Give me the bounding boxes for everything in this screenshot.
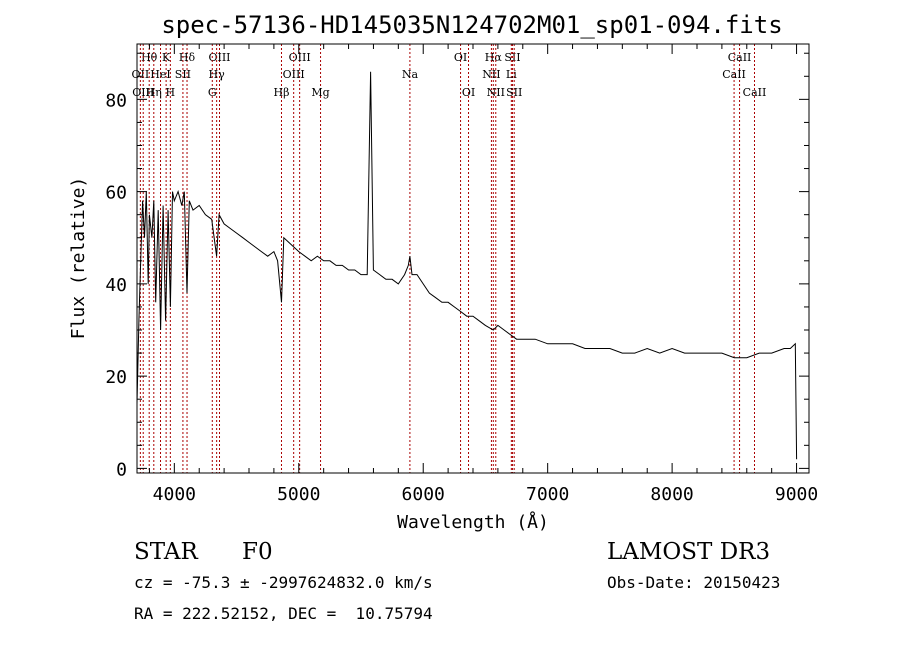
marker-label: SII [175, 68, 191, 81]
marker-label: Hγ [209, 68, 226, 81]
marker-label: OI [454, 51, 467, 64]
survey-name: LAMOST DR3 [607, 539, 771, 565]
marker-label: Mg [311, 86, 329, 99]
spectrum-line [136, 71, 798, 460]
marker-label: OI [462, 86, 475, 99]
marker-label: OIII [208, 51, 230, 64]
marker-label: SII [506, 86, 522, 99]
coordinates-readout: RA = 222.52152, DEC = 10.75794 [134, 604, 433, 623]
marker-label: HeI [150, 68, 170, 81]
x-axis: 4000 5000 6000 7000 8000 9000 [148, 44, 818, 505]
marker-label: NII [487, 86, 505, 99]
plot-frame [136, 43, 810, 474]
marker-label: OIII [132, 86, 154, 99]
y-axis: 0 20 40 60 80 [105, 52, 809, 480]
x-tick-label: 5000 [277, 484, 320, 505]
marker-label: G [208, 86, 217, 99]
marker-label: Hβ [274, 86, 290, 99]
marker-label: SII [504, 51, 520, 64]
y-tick-label: 80 [105, 90, 127, 111]
redshift-readout: cz = -75.3 ± -2997624832.0 km/s [134, 573, 433, 592]
chart-title: spec-57136-HD145035N124702M01_sp01-094.f… [161, 11, 782, 39]
marker-label: CaII [722, 68, 746, 81]
marker-label: CaII [743, 86, 767, 99]
x-tick-label: 6000 [402, 484, 445, 505]
spectral-subclass: F0 [242, 539, 273, 565]
x-axis-label: Wavelength (Å) [397, 511, 549, 533]
marker-label: Li [506, 68, 517, 81]
marker-label: OIII [283, 68, 305, 81]
x-tick-label: 4000 [153, 484, 196, 505]
y-tick-label: 40 [105, 275, 127, 296]
marker-label: Hα [485, 51, 503, 64]
marker-label: CaII [728, 51, 752, 64]
marker-label: Hδ [179, 51, 196, 64]
x-tick-label: 7000 [526, 484, 569, 505]
marker-label: K [162, 51, 171, 64]
marker-label: Na [402, 68, 419, 81]
y-tick-label: 60 [105, 183, 127, 204]
marker-label: Hη [146, 86, 162, 99]
y-tick-label: 20 [105, 367, 127, 388]
x-tick-label: 8000 [650, 484, 693, 505]
obs-date: Obs-Date: 20150423 [607, 573, 781, 592]
y-axis-label: Flux (relative) [68, 177, 89, 340]
x-tick-label: 9000 [775, 484, 818, 505]
marker-label: NII [482, 68, 500, 81]
object-type: STAR [134, 539, 198, 565]
marker-label: H [166, 86, 176, 99]
marker-label: OIII [289, 51, 311, 64]
y-tick-label: 0 [116, 459, 127, 480]
marker-label: OII [132, 68, 150, 81]
